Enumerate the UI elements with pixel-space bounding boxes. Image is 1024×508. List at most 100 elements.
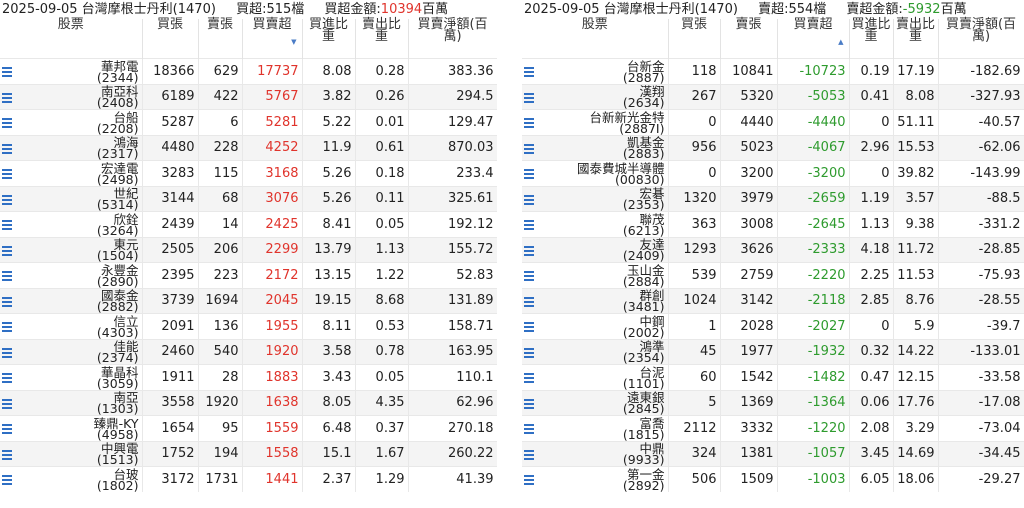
list-menu-icon[interactable]: [524, 194, 534, 207]
stock-name[interactable]: 鴻準: [639, 339, 665, 355]
stock-name[interactable]: 南亞科: [100, 84, 139, 100]
list-menu-icon[interactable]: [2, 398, 12, 411]
net-amount-header[interactable]: 買賣淨額(百萬): [408, 18, 497, 59]
list-menu-icon[interactable]: [524, 271, 534, 283]
stock-name[interactable]: 華邦電: [100, 58, 139, 74]
list-menu-icon[interactable]: [2, 118, 12, 130]
stock-cell[interactable]: 欣銓 (3264): [0, 211, 143, 237]
stock-cell[interactable]: 南亞科 (2408): [0, 83, 143, 110]
list-menu-icon[interactable]: [524, 169, 534, 181]
stock-cell[interactable]: 信立 (4303): [0, 313, 143, 339]
stock-cell[interactable]: 友達 (2409): [522, 236, 669, 263]
list-menu-icon[interactable]: [2, 475, 12, 487]
net-amount-header[interactable]: 買賣淨額(百萬): [938, 18, 1024, 59]
stock-name[interactable]: 佳能: [113, 339, 139, 355]
stock-cell[interactable]: 遠東銀 (2845): [522, 389, 669, 416]
table-row[interactable]: 台新新光金特 (2887I) 0 4440 -4440 0 51.11 -40.57: [522, 109, 1024, 135]
stock-header[interactable]: 股票: [0, 18, 143, 59]
stock-name[interactable]: 台新金: [626, 58, 665, 74]
stock-cell[interactable]: 第一金 (2892): [522, 466, 669, 492]
stock-cell[interactable]: 東元 (1504): [0, 236, 143, 263]
table-row[interactable]: 國泰費城半導體 (00830) 0 3200 -3200 0 39.82 -143.99: [522, 160, 1024, 186]
stock-name[interactable]: 永豐金: [100, 262, 139, 278]
table-row[interactable]: 凱基金 (2883) 956 5023 -4067 2.96 15.53 -62.06: [522, 134, 1024, 161]
stock-name[interactable]: 遠東銀: [626, 390, 665, 406]
stock-name[interactable]: 華晶科: [100, 364, 139, 380]
list-menu-icon[interactable]: [2, 373, 12, 385]
stock-name[interactable]: 世紀: [113, 186, 139, 202]
stock-header[interactable]: 股票: [522, 18, 669, 59]
buy-ratio-header[interactable]: 買進比重: [849, 18, 894, 59]
stock-name[interactable]: 台新新光金特: [589, 109, 665, 125]
stock-name[interactable]: 台船: [113, 109, 139, 125]
stock-cell[interactable]: 國泰費城半導體 (00830): [522, 160, 669, 186]
stock-name[interactable]: 台泥: [639, 364, 665, 380]
stock-cell[interactable]: 中鼎 (9933): [522, 440, 669, 467]
stock-cell[interactable]: 中鋼 (2002): [522, 313, 669, 339]
stock-cell[interactable]: 聯茂 (6213): [522, 211, 669, 237]
sell-ratio-header[interactable]: 賣出比重: [355, 18, 409, 59]
stock-cell[interactable]: 台新金 (2887): [522, 58, 669, 84]
stock-name[interactable]: 中鋼: [639, 313, 665, 329]
table-row[interactable]: 世紀 (5314) 3144 68 3076 5.26 0.11 325.61: [0, 185, 497, 212]
stock-cell[interactable]: 台泥 (1101): [522, 364, 669, 390]
stock-name[interactable]: 中興電: [100, 441, 139, 457]
table-row[interactable]: 中鋼 (2002) 1 2028 -2027 0 5.9 -39.7: [522, 313, 1024, 339]
stock-cell[interactable]: 鴻準 (2354): [522, 338, 669, 365]
stock-cell[interactable]: 台船 (2208): [0, 109, 143, 135]
table-row[interactable]: 第一金 (2892) 506 1509 -1003 6.05 18.06 -29.27: [522, 466, 1024, 492]
stock-name[interactable]: 臻鼎-KY: [93, 415, 139, 431]
stock-cell[interactable]: 群創 (3481): [522, 287, 669, 314]
list-menu-icon[interactable]: [524, 475, 534, 487]
stock-cell[interactable]: 世紀 (5314): [0, 185, 143, 212]
stock-cell[interactable]: 宏碁 (2353): [522, 185, 669, 212]
list-menu-icon[interactable]: [524, 398, 534, 411]
stock-cell[interactable]: 南亞 (1303): [0, 389, 143, 416]
list-menu-icon[interactable]: [2, 296, 12, 309]
list-menu-icon[interactable]: [2, 245, 12, 258]
table-row[interactable]: 富喬 (1815) 2112 3332 -1220 2.08 3.29 -73.04: [522, 415, 1024, 441]
table-row[interactable]: 中興電 (1513) 1752 194 1558 15.1 1.67 260.22: [0, 440, 497, 467]
list-menu-icon[interactable]: [524, 347, 534, 360]
stock-cell[interactable]: 永豐金 (2890): [0, 262, 143, 288]
list-menu-icon[interactable]: [2, 92, 12, 105]
list-menu-icon[interactable]: [2, 169, 12, 181]
table-row[interactable]: 台泥 (1101) 60 1542 -1482 0.47 12.15 -33.58: [522, 364, 1024, 390]
stock-cell[interactable]: 台玻 (1802): [0, 466, 143, 492]
table-row[interactable]: 中鼎 (9933) 324 1381 -1057 3.45 14.69 -34.45: [522, 440, 1024, 467]
table-row[interactable]: 台新金 (2887) 118 10841 -10723 0.19 17.19 -182.69: [522, 58, 1024, 84]
table-row[interactable]: 永豐金 (2890) 2395 223 2172 13.15 1.22 52.83: [0, 262, 497, 288]
list-menu-icon[interactable]: [2, 271, 12, 283]
stock-name[interactable]: 玉山金: [626, 262, 665, 278]
list-menu-icon[interactable]: [2, 67, 12, 79]
list-menu-icon[interactable]: [524, 373, 534, 385]
table-row[interactable]: 玉山金 (2884) 539 2759 -2220 2.25 11.53 -75.93: [522, 262, 1024, 288]
buy-ratio-header[interactable]: 買進比重: [302, 18, 356, 59]
list-menu-icon[interactable]: [2, 194, 12, 207]
table-row[interactable]: 國泰金 (2882) 3739 1694 2045 19.15 8.68 131.89: [0, 287, 497, 314]
list-menu-icon[interactable]: [2, 347, 12, 360]
list-menu-icon[interactable]: [2, 449, 12, 462]
stock-cell[interactable]: 漢翔 (2634): [522, 83, 669, 110]
stock-cell[interactable]: 鴻海 (2317): [0, 134, 143, 161]
table-row[interactable]: 遠東銀 (2845) 5 1369 -1364 0.06 17.76 -17.08: [522, 389, 1024, 416]
list-menu-icon[interactable]: [524, 245, 534, 258]
table-row[interactable]: 群創 (3481) 1024 3142 -2118 2.85 8.76 -28.55: [522, 287, 1024, 314]
sort-arrow-icon[interactable]: ▼: [291, 38, 297, 46]
stock-cell[interactable]: 國泰金 (2882): [0, 287, 143, 314]
list-menu-icon[interactable]: [524, 118, 534, 130]
stock-name[interactable]: 南亞: [113, 390, 139, 406]
stock-name[interactable]: 宏碁: [639, 186, 665, 202]
stock-name[interactable]: 欣銓: [113, 211, 139, 227]
sell-lots-header[interactable]: 賣張: [198, 18, 243, 59]
table-row[interactable]: 台船 (2208) 5287 6 5281 5.22 0.01 129.47: [0, 109, 497, 135]
table-row[interactable]: 鴻準 (2354) 45 1977 -1932 0.32 14.22 -133.01: [522, 338, 1024, 365]
stock-name[interactable]: 第一金: [626, 466, 665, 482]
list-menu-icon[interactable]: [524, 424, 534, 436]
sell-ratio-header[interactable]: 賣出比重: [893, 18, 939, 59]
stock-cell[interactable]: 富喬 (1815): [522, 415, 669, 441]
list-menu-icon[interactable]: [524, 143, 534, 156]
stock-name[interactable]: 聯茂: [639, 211, 665, 227]
net-lots-header[interactable]: 買賣超 ▲: [777, 18, 850, 59]
stock-cell[interactable]: 華晶科 (3059): [0, 364, 143, 390]
